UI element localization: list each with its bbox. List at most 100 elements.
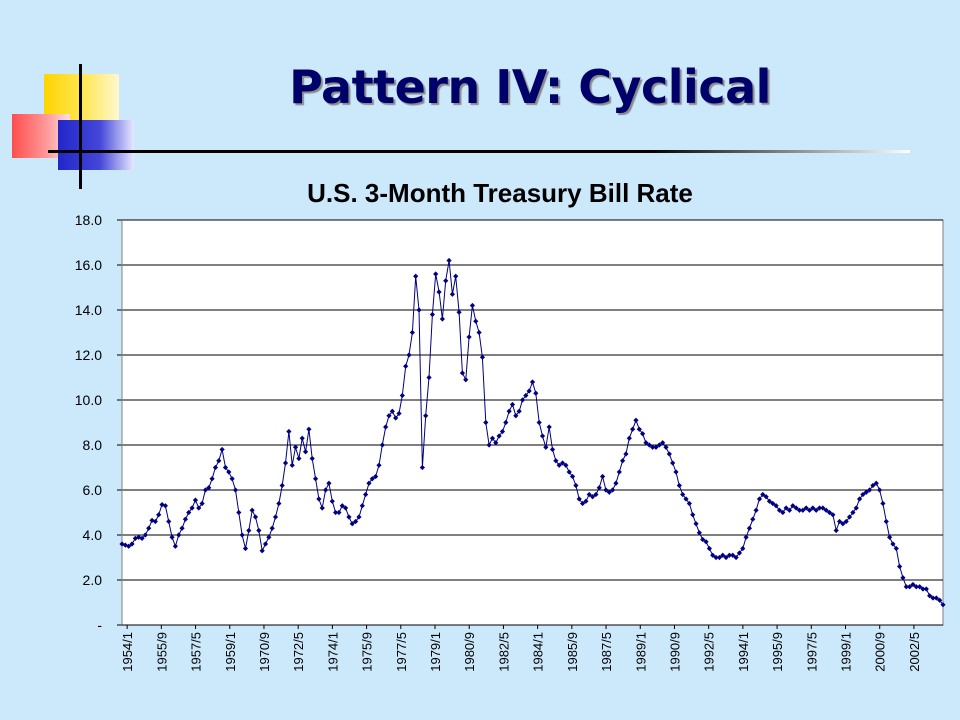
data-point <box>917 584 923 590</box>
data-point <box>933 595 939 601</box>
data-point <box>302 449 309 455</box>
data-point <box>272 514 279 520</box>
data-point <box>479 354 486 360</box>
data-point <box>753 507 759 513</box>
data-point <box>476 329 482 336</box>
y-tick-label: - <box>97 617 102 633</box>
data-point <box>640 431 646 437</box>
data-point <box>763 494 769 500</box>
data-point <box>503 419 509 426</box>
data-point <box>620 458 626 464</box>
x-tick-label: 1979/1 <box>428 632 443 672</box>
data-point <box>673 469 679 475</box>
data-point <box>563 462 569 468</box>
data-point <box>599 473 606 480</box>
data-point <box>760 491 766 498</box>
data-point <box>907 584 913 590</box>
data-point <box>890 541 896 547</box>
data-point <box>670 460 676 466</box>
data-point <box>823 507 829 513</box>
data-point <box>436 289 442 295</box>
data-point <box>296 455 302 462</box>
x-tick-label: 1957/5 <box>189 632 204 672</box>
x-tick-label: 1982/5 <box>496 632 511 672</box>
data-point <box>322 487 329 493</box>
data-point <box>766 498 773 504</box>
data-point <box>526 388 532 394</box>
data-point <box>266 534 272 540</box>
data-point <box>553 458 559 464</box>
data-point <box>776 507 783 513</box>
data-point <box>810 505 816 511</box>
data-point <box>676 482 682 489</box>
decor-vertical-rule <box>79 64 82 189</box>
x-tick-label: 1992/5 <box>702 632 717 672</box>
data-point <box>196 505 202 511</box>
data-point <box>232 487 239 493</box>
data-point <box>393 415 399 421</box>
data-point <box>893 545 899 552</box>
x-tick-label: 1980/9 <box>462 632 477 672</box>
data-point <box>396 410 402 417</box>
data-point <box>459 370 466 376</box>
data-point <box>803 505 809 511</box>
data-point <box>306 426 312 432</box>
data-point <box>736 550 743 556</box>
data-point <box>379 442 385 448</box>
data-point <box>519 397 526 403</box>
x-tick-label: 2002/5 <box>907 632 922 672</box>
x-tick-label: 1959/1 <box>223 632 238 672</box>
data-point <box>743 534 749 540</box>
data-point <box>883 518 889 525</box>
data-point <box>726 552 733 558</box>
data-point <box>593 491 599 498</box>
data-point <box>386 413 392 419</box>
data-point <box>613 480 619 486</box>
data-point <box>790 503 796 509</box>
data-point <box>369 476 375 482</box>
data-point <box>646 442 652 448</box>
data-point <box>469 302 476 309</box>
data-point <box>289 462 295 468</box>
x-tick-label: 1989/1 <box>633 632 648 672</box>
y-tick-label: 16.0 <box>75 257 102 273</box>
data-point <box>876 487 883 493</box>
data-point <box>176 532 182 538</box>
data-point <box>543 444 549 450</box>
gridlines <box>122 219 943 581</box>
data-point <box>733 554 739 561</box>
data-point <box>389 408 395 414</box>
data-point <box>336 509 342 516</box>
data-point <box>299 435 305 441</box>
data-point <box>249 507 255 513</box>
y-tick-label: 18.0 <box>75 212 102 228</box>
x-tick-label: 1970/9 <box>257 632 272 672</box>
data-point <box>156 512 162 518</box>
data-point <box>449 291 456 297</box>
data-point <box>309 455 315 462</box>
data-point <box>820 505 826 511</box>
data-point <box>579 500 586 507</box>
data-point <box>713 554 719 561</box>
data-point <box>242 545 249 552</box>
data-point <box>606 489 612 495</box>
data-point <box>546 424 552 430</box>
data-point <box>556 462 562 468</box>
data-point <box>830 512 836 518</box>
data-point <box>660 440 666 446</box>
data-point <box>836 518 843 525</box>
data-point <box>279 482 285 489</box>
x-tick-label: 1977/5 <box>394 632 409 672</box>
data-point <box>643 440 649 446</box>
data-point <box>152 518 158 525</box>
data-point <box>920 586 926 592</box>
data-point <box>716 554 722 561</box>
data-point <box>887 534 893 540</box>
data-point <box>700 536 706 543</box>
data-point <box>706 545 712 552</box>
data-point <box>229 476 235 482</box>
data-point <box>850 509 856 516</box>
data-point <box>650 444 656 450</box>
x-tick-label: 1999/1 <box>839 632 854 672</box>
data-point <box>506 408 512 414</box>
